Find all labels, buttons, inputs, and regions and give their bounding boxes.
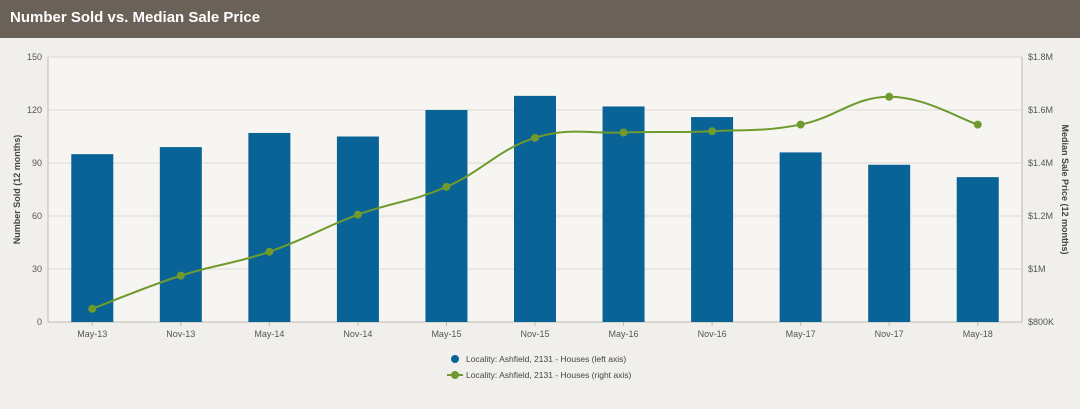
bar	[514, 95, 556, 322]
price-point	[973, 120, 982, 129]
bar	[602, 106, 645, 322]
y-right-tick-label: $1M	[1028, 264, 1046, 274]
price-point	[619, 128, 628, 137]
price-point	[708, 127, 717, 136]
x-tick-label: May-14	[254, 329, 284, 339]
price-point	[88, 304, 97, 313]
x-tick-label: Nov-17	[875, 329, 904, 339]
y-right-tick-label: $1.4M	[1028, 158, 1053, 168]
legend-label-bars: Locality: Ashfield, 2131 - Houses (left …	[466, 354, 626, 364]
y-left-tick-label: 60	[32, 211, 42, 221]
x-tick-label: Nov-15	[520, 329, 549, 339]
x-tick-label: May-15	[431, 329, 461, 339]
y-right-tick-label: $1.2M	[1028, 211, 1053, 221]
bar	[956, 177, 999, 322]
x-tick-label: May-13	[77, 329, 107, 339]
chart-header: Number Sold vs. Median Sale Price	[0, 0, 1080, 38]
x-tick-label: May-16	[609, 329, 639, 339]
y-right-tick-label: $1.8M	[1028, 52, 1053, 62]
price-point	[531, 133, 539, 142]
price-point	[442, 182, 451, 191]
y-left-tick-label: 0	[37, 317, 42, 327]
price-point	[353, 210, 362, 219]
legend-marker-price	[451, 371, 459, 379]
price-point	[885, 92, 894, 101]
y-left-tick-label: 120	[27, 105, 42, 115]
price-point	[176, 271, 185, 280]
y-right-tick-label: $1.6M	[1028, 105, 1053, 115]
x-tick-label: May-17	[786, 329, 816, 339]
y-left-tick-label: 30	[32, 264, 42, 274]
price-point	[796, 120, 805, 129]
y-left-tick-label: 150	[27, 52, 42, 62]
x-tick-label: May-18	[963, 329, 993, 339]
chart-title: Number Sold vs. Median Sale Price	[10, 9, 261, 26]
bar	[71, 154, 114, 322]
legend-marker-bars	[451, 355, 459, 363]
y-right-axis-title: Median Sale Price (12 months)	[1060, 124, 1070, 254]
bar	[868, 164, 911, 322]
bar	[159, 147, 202, 322]
y-left-tick-label: 90	[32, 158, 42, 168]
bar	[336, 136, 379, 322]
bar	[425, 110, 468, 322]
legend-label-price: Locality: Ashfield, 2131 - Houses (right…	[466, 370, 632, 380]
bar	[779, 152, 822, 322]
bar	[691, 117, 734, 322]
y-right-tick-label: $800K	[1028, 317, 1054, 327]
x-tick-label: Nov-16	[698, 329, 727, 339]
x-tick-label: Nov-13	[166, 329, 195, 339]
x-tick-label: Nov-14	[343, 329, 372, 339]
price-point	[265, 247, 274, 256]
bar	[248, 132, 291, 322]
y-left-axis-title: Number Sold (12 months)	[12, 135, 22, 245]
